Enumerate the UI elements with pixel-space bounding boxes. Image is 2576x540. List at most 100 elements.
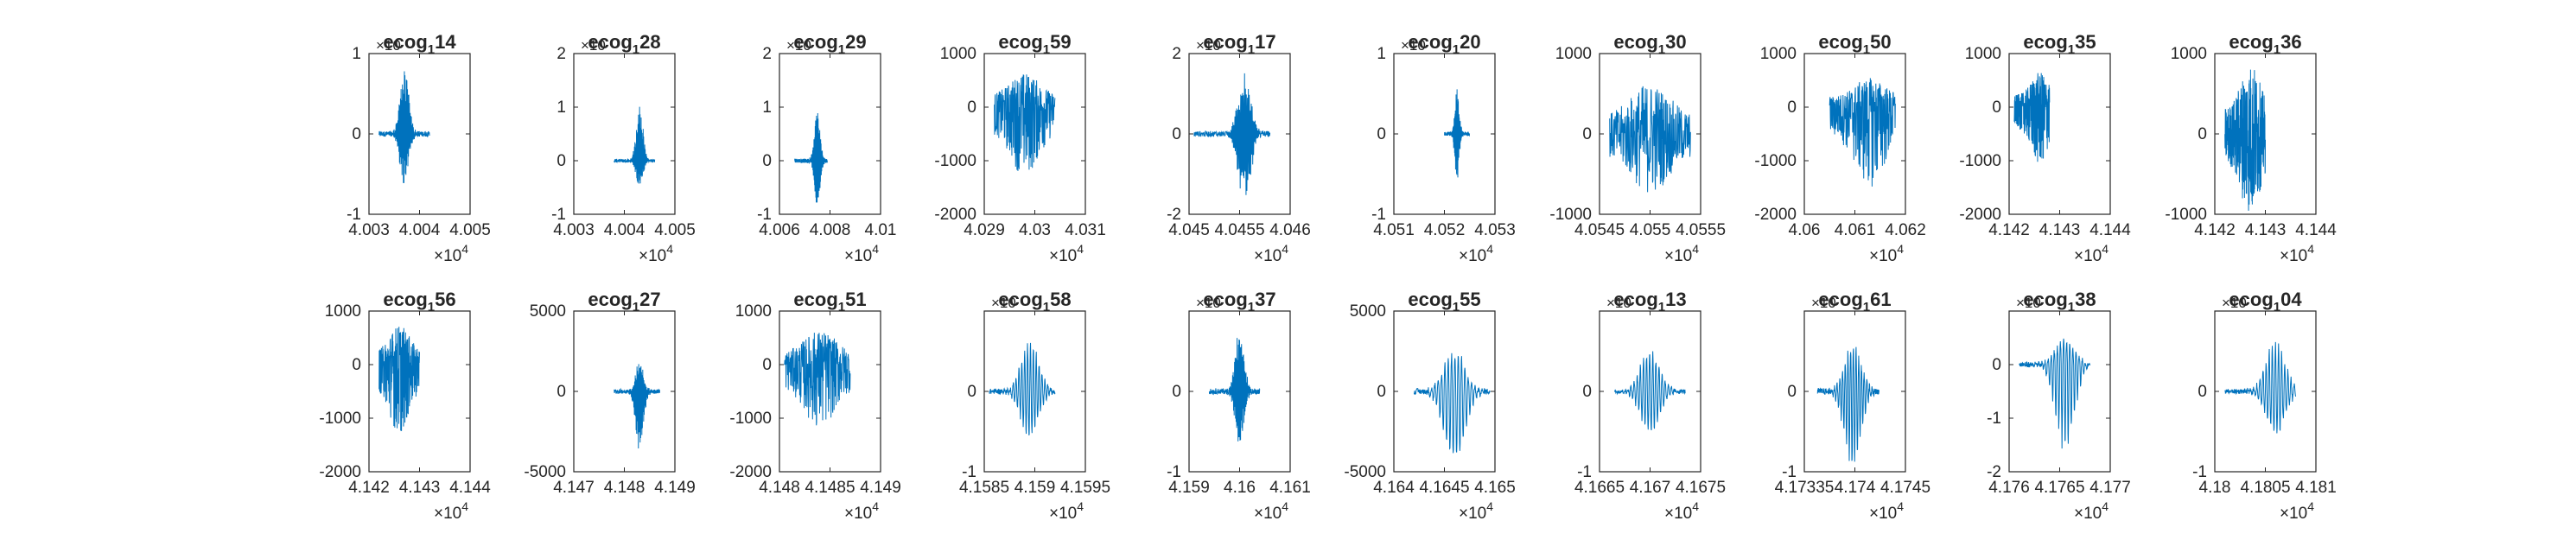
y-exponent: ×10 [1606, 295, 1631, 311]
title-suffix: 35 [2075, 31, 2096, 53]
x-tick-label: 4.01 [865, 221, 897, 239]
y-tick-label: -2000 [934, 206, 976, 224]
y-tick-label: -2000 [1959, 206, 2001, 224]
x-tick-label: 4.143 [2245, 221, 2287, 239]
x-tick-label: 4.006 [759, 221, 800, 239]
subplot-title: ecog150 [1818, 31, 1891, 57]
title-suffix: 58 [1050, 289, 1071, 310]
y-tick-label: -1 [551, 206, 566, 224]
x-tick-label: 4.061 [1835, 221, 1876, 239]
title-base: ecog [2023, 289, 2067, 310]
y-tick-label: -1 [1167, 463, 1181, 481]
signal-trace [2224, 69, 2266, 211]
y-tick-label: 0 [1172, 125, 1181, 143]
x-exponent: ×104 [1869, 242, 1904, 265]
x-tick-label: 4.144 [2089, 221, 2131, 239]
x-exponent: ×104 [844, 242, 879, 265]
x-tick-label: 4.1585 [959, 479, 1009, 497]
title-subscript: 1 [1863, 42, 1870, 57]
x-tick-label: 4.16 [1224, 479, 1256, 497]
x-exponent: ×104 [1049, 499, 1084, 523]
y-tick-label: 2 [1172, 45, 1181, 63]
x-exponent: ×104 [2074, 499, 2109, 523]
title-subscript: 1 [633, 42, 639, 57]
y-tick-label: -1 [757, 206, 772, 224]
x-tick-label: 4.008 [810, 221, 851, 239]
subplot-04: ecog104 0 -14.18 4.1805 4.181 ×10 ×104 [2192, 289, 2337, 523]
title-suffix: 17 [1255, 31, 1275, 53]
title-base: ecog [2229, 289, 2273, 310]
subplot-title: ecog161 [1818, 289, 1891, 314]
y-tick-label: -1000 [934, 152, 976, 170]
subplot-title: ecog128 [588, 31, 660, 57]
subplot-title: ecog114 [383, 31, 456, 57]
y-exponent: ×10 [786, 37, 811, 54]
title-suffix: 20 [1460, 31, 1480, 53]
title-base: ecog [383, 31, 427, 53]
x-exponent: ×104 [1459, 242, 1493, 265]
subplot-title: ecog151 [793, 289, 866, 314]
subplot-title: ecog113 [1613, 289, 1686, 314]
title-suffix: 55 [1460, 289, 1480, 310]
y-tick-label: 5000 [1350, 302, 1386, 321]
x-tick-label: 4.148 [759, 479, 800, 497]
y-tick-label: 1000 [940, 45, 976, 63]
x-exponent: ×104 [844, 499, 879, 523]
y-tick-label: -2000 [319, 463, 361, 481]
title-subscript: 1 [2274, 42, 2280, 57]
x-tick-label: 4.147 [553, 479, 595, 497]
x-tick-label: 4.029 [964, 221, 1005, 239]
y-tick-label: 0 [352, 125, 361, 143]
x-tick-label: 4.06 [1789, 221, 1821, 239]
title-subscript: 1 [1863, 300, 1870, 314]
x-exponent: ×104 [2074, 242, 2109, 265]
x-tick-label: 4.005 [654, 221, 696, 239]
y-tick-label: 0 [1582, 383, 1592, 401]
title-base: ecog [1818, 31, 1862, 53]
y-tick-label: 0 [762, 356, 772, 374]
x-tick-label: 4.144 [449, 479, 491, 497]
title-subscript: 1 [1248, 42, 1255, 57]
signal-trace [989, 342, 1056, 435]
x-tick-label: 4.1485 [805, 479, 855, 497]
x-exponent: ×104 [1664, 242, 1699, 265]
x-exponent: ×104 [1254, 242, 1288, 265]
y-tick-label: -2 [1987, 463, 2001, 481]
title-suffix: 51 [845, 289, 866, 310]
x-tick-label: 4.143 [399, 479, 441, 497]
x-tick-label: 4.031 [1065, 221, 1106, 239]
y-tick-label: 0 [2198, 125, 2207, 143]
signal-trace [2013, 73, 2051, 162]
x-tick-label: 4.174 [1835, 479, 1876, 497]
y-tick-label: 0 [557, 383, 566, 401]
y-tick-label: -1000 [2165, 206, 2207, 224]
x-tick-label: 4.1665 [1574, 479, 1625, 497]
title-base: ecog [998, 289, 1042, 310]
subplot-title: ecog104 [2229, 289, 2302, 314]
y-tick-label: 0 [1787, 383, 1797, 401]
x-tick-label: 4.003 [553, 221, 595, 239]
title-suffix: 14 [435, 31, 456, 53]
y-tick-label: 2 [557, 45, 566, 63]
x-tick-label: 4.142 [348, 479, 390, 497]
y-exponent: ×10 [1401, 37, 1426, 54]
y-tick-label: -1 [1782, 463, 1797, 481]
signal-trace [994, 74, 1056, 171]
x-tick-label: 4.176 [1988, 479, 2030, 497]
x-tick-label: 4.149 [654, 479, 696, 497]
signal-trace [784, 333, 851, 426]
x-tick-label: 4.004 [399, 221, 441, 239]
x-tick-label: 4.1745 [1880, 479, 1930, 497]
signal-trace [2019, 338, 2091, 449]
y-tick-label: 0 [762, 152, 772, 170]
y-tick-label: 0 [557, 152, 566, 170]
y-tick-label: -2 [1167, 206, 1181, 224]
title-subscript: 1 [2274, 300, 2280, 314]
title-suffix: 36 [2280, 31, 2301, 53]
title-subscript: 1 [1043, 42, 1050, 57]
x-tick-label: 4.164 [1373, 479, 1415, 497]
